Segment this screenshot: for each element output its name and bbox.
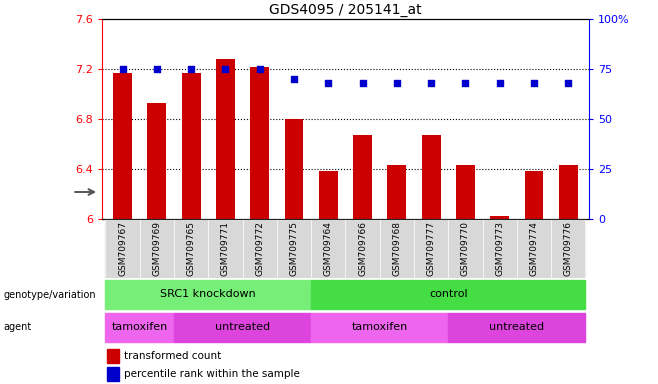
Bar: [414, 219, 448, 278]
Point: [529, 80, 540, 86]
Text: untreated: untreated: [215, 322, 270, 332]
Text: untreated: untreated: [490, 322, 544, 332]
Bar: [490, 217, 509, 219]
Bar: [319, 172, 338, 219]
Bar: [174, 219, 209, 278]
Text: GSM709777: GSM709777: [426, 221, 436, 276]
Bar: [113, 73, 132, 219]
Bar: [311, 313, 448, 342]
Text: genotype/variation: genotype/variation: [3, 290, 96, 300]
Text: tamoxifen: tamoxifen: [351, 322, 408, 332]
Bar: [243, 219, 277, 278]
Point: [151, 66, 162, 72]
Text: SRC1 knockdown: SRC1 knockdown: [161, 289, 256, 299]
Point: [426, 80, 436, 86]
Point: [255, 66, 265, 72]
Text: transformed count: transformed count: [124, 351, 221, 361]
Text: GSM709774: GSM709774: [530, 221, 538, 276]
Text: GSM709771: GSM709771: [221, 221, 230, 276]
Text: control: control: [429, 289, 468, 299]
Point: [357, 80, 368, 86]
Text: agent: agent: [3, 322, 32, 333]
Bar: [182, 73, 201, 219]
Text: GSM709766: GSM709766: [358, 221, 367, 276]
Bar: [482, 219, 517, 278]
Bar: [345, 219, 380, 278]
Bar: [147, 103, 166, 219]
Point: [186, 66, 196, 72]
Point: [323, 80, 334, 86]
Point: [460, 80, 470, 86]
Text: tamoxifen: tamoxifen: [112, 322, 168, 332]
Bar: [284, 119, 303, 219]
Text: GSM709772: GSM709772: [255, 221, 265, 276]
Bar: [551, 219, 586, 278]
Bar: [559, 165, 578, 219]
Text: GSM709770: GSM709770: [461, 221, 470, 276]
Bar: [448, 313, 586, 342]
Bar: [174, 313, 311, 342]
Bar: [107, 367, 119, 381]
Text: GSM709776: GSM709776: [564, 221, 573, 276]
Bar: [353, 135, 372, 219]
Bar: [105, 313, 174, 342]
Bar: [388, 165, 406, 219]
Text: GSM709775: GSM709775: [290, 221, 299, 276]
Point: [495, 80, 505, 86]
Bar: [448, 219, 482, 278]
Text: GSM709764: GSM709764: [324, 221, 333, 276]
Bar: [422, 135, 441, 219]
Bar: [107, 349, 119, 363]
Text: percentile rank within the sample: percentile rank within the sample: [124, 369, 300, 379]
Text: GSM709765: GSM709765: [187, 221, 195, 276]
Bar: [456, 165, 475, 219]
Bar: [277, 219, 311, 278]
Bar: [139, 219, 174, 278]
Text: GSM709767: GSM709767: [118, 221, 127, 276]
Bar: [250, 67, 269, 219]
Bar: [105, 280, 311, 310]
Point: [117, 66, 128, 72]
Text: GSM709769: GSM709769: [153, 221, 161, 276]
Bar: [524, 172, 544, 219]
Bar: [209, 219, 243, 278]
Text: GSM709773: GSM709773: [495, 221, 504, 276]
Bar: [311, 219, 345, 278]
Point: [392, 80, 402, 86]
Bar: [380, 219, 414, 278]
Point: [563, 80, 574, 86]
Bar: [517, 219, 551, 278]
Bar: [105, 219, 139, 278]
Title: GDS4095 / 205141_at: GDS4095 / 205141_at: [269, 3, 422, 17]
Point: [289, 76, 299, 82]
Text: GSM709768: GSM709768: [392, 221, 401, 276]
Bar: [216, 59, 235, 219]
Bar: [311, 280, 586, 310]
Point: [220, 66, 231, 72]
